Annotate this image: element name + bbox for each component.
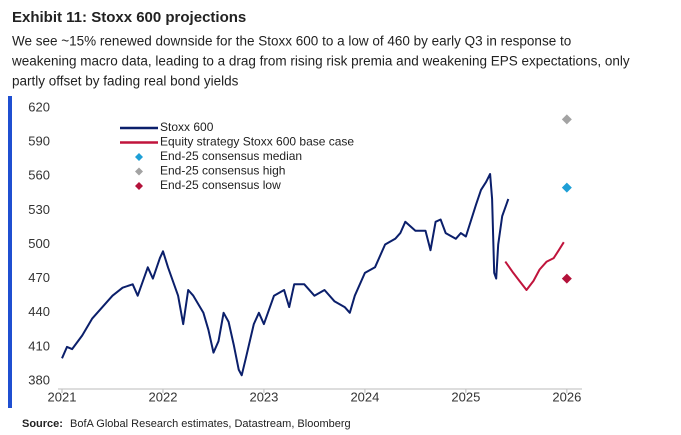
x-tick-label: 2022 bbox=[149, 389, 178, 404]
legend-label: Stoxx 600 bbox=[160, 120, 214, 134]
legend-swatch bbox=[135, 153, 143, 161]
point-marker bbox=[561, 182, 572, 193]
point-marker bbox=[561, 114, 572, 125]
y-tick-label: 560 bbox=[28, 168, 50, 183]
source: BofA Global Research estimates, Datastre… bbox=[70, 418, 351, 430]
y-tick-label: 500 bbox=[28, 236, 50, 251]
accent-bar bbox=[8, 96, 12, 408]
point-marker bbox=[561, 273, 572, 284]
subtitle: weakening macro data, leading to a drag … bbox=[11, 54, 630, 69]
y-tick-label: 440 bbox=[28, 304, 50, 319]
y-tick-label: 410 bbox=[28, 338, 50, 353]
legend-label: End-25 consensus median bbox=[160, 149, 302, 163]
x-tick-label: 2025 bbox=[451, 389, 480, 404]
subtitle: We see ~15% renewed downside for the Sto… bbox=[12, 34, 571, 49]
legend-label: End-25 consensus high bbox=[160, 164, 285, 178]
legend-swatch bbox=[135, 167, 143, 176]
y-tick-label: 620 bbox=[28, 99, 50, 114]
source-label: Source: bbox=[22, 418, 63, 430]
series-line bbox=[61, 173, 510, 377]
series-line bbox=[504, 241, 565, 291]
legend-swatch bbox=[135, 182, 143, 190]
legend-label: Equity strategy Stoxx 600 base case bbox=[160, 135, 354, 149]
y-tick-label: 380 bbox=[28, 372, 50, 387]
y-tick-label: 590 bbox=[28, 134, 50, 149]
x-tick-label: 2026 bbox=[552, 389, 581, 404]
x-tick-label: 2023 bbox=[249, 389, 278, 404]
x-tick-label: 2024 bbox=[350, 389, 379, 404]
legend-label: End-25 consensus low bbox=[160, 178, 281, 192]
y-tick-label: 530 bbox=[28, 202, 50, 217]
chart-title: Exhibit 11: Stoxx 600 projections bbox=[12, 9, 246, 26]
subtitle: partly offset by fading real bond yields bbox=[12, 74, 239, 89]
x-tick-label: 2021 bbox=[48, 389, 77, 404]
y-tick-label: 470 bbox=[28, 270, 50, 285]
